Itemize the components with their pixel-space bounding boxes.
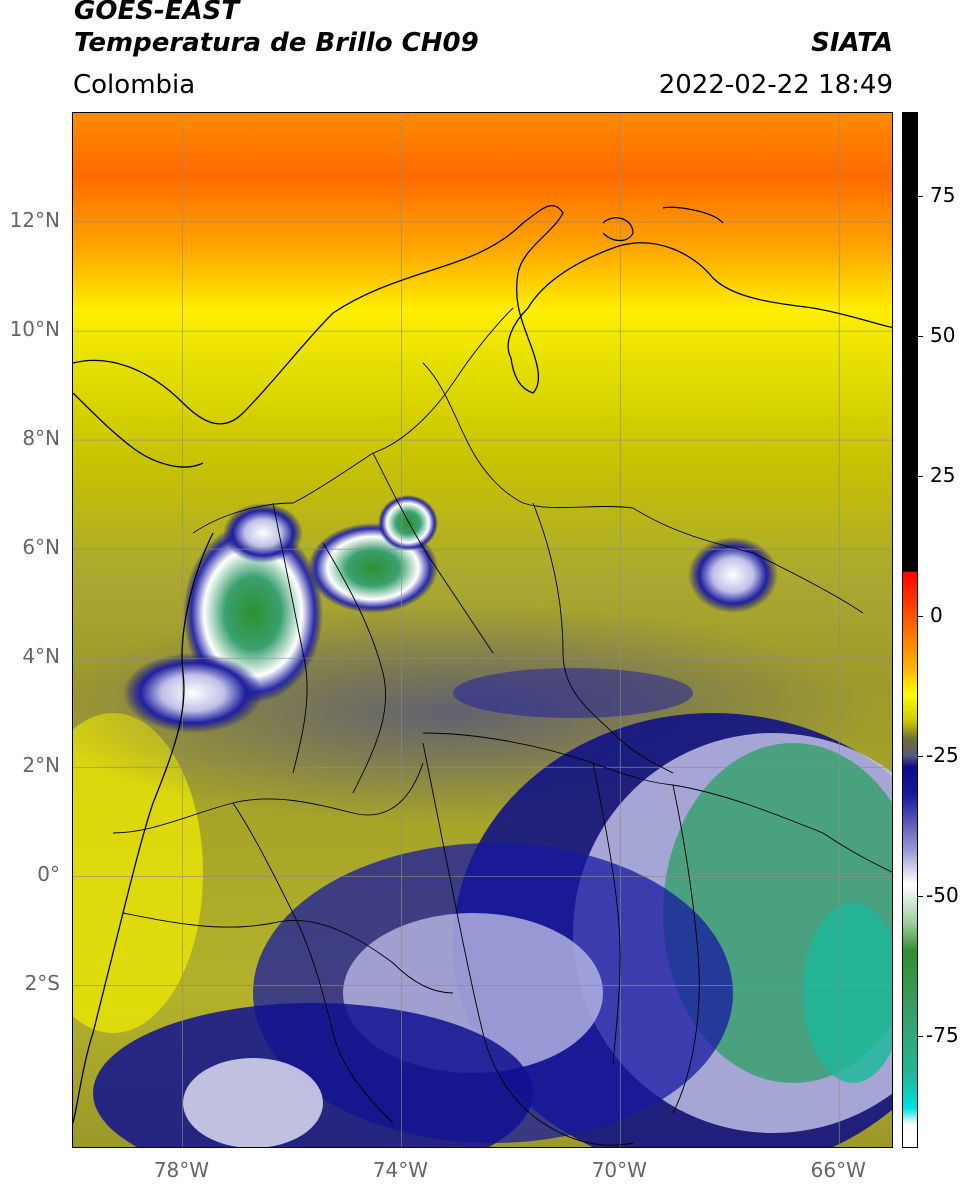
longitude-tick-label: 66°W — [810, 1158, 866, 1182]
colorbar-tick-mark — [918, 476, 923, 477]
colorbar-tick-mark — [918, 196, 923, 197]
latitude-tick-label: 10°N — [9, 317, 60, 342]
latitude-tick-label: 12°N — [9, 208, 60, 233]
latitude-tick-label: 8°N — [22, 426, 60, 451]
convective-system-sw-core — [183, 1058, 323, 1147]
latitude-tick-label: 4°N — [22, 644, 60, 669]
country-borders — [112, 307, 892, 1146]
longitude-tick-label: 74°W — [372, 1158, 428, 1182]
product-title: Temperatura de Brillo CH09 — [74, 28, 479, 58]
latitude-tick-label: 2°S — [24, 971, 60, 996]
latitude-tick-label: 6°N — [22, 535, 60, 560]
colorbar — [902, 112, 918, 1148]
colorbar-tick-label: 0 — [930, 603, 943, 627]
colorbar-tick-mark — [918, 756, 923, 757]
organization-label: SIATA — [811, 28, 893, 58]
colorbar-tick-label: 50 — [930, 323, 956, 347]
satellite-title: GOES-EAST — [74, 0, 240, 26]
map-canvas — [73, 113, 892, 1147]
colorbar-tick-label: -50 — [926, 883, 959, 907]
colorbar-tick-mark — [918, 1036, 923, 1037]
colorbar-tick-mark — [918, 896, 923, 897]
colorbar-tick-mark — [918, 336, 923, 337]
region-label: Colombia — [73, 70, 196, 100]
longitude-tick-label: 70°W — [591, 1158, 647, 1182]
storm-cell-uraba — [223, 503, 303, 563]
brightness-temperature-map — [72, 112, 893, 1148]
colorbar-tick-label: -75 — [926, 1023, 959, 1047]
timestamp-label: 2022-02-22 18:49 — [658, 70, 893, 100]
coldest-cloud-top-se — [803, 903, 892, 1083]
latitude-tick-label: 2°N — [22, 753, 60, 778]
coastlines — [73, 204, 892, 1124]
colorbar-tick-label: 25 — [930, 463, 956, 487]
storm-cell-venezuela — [688, 537, 778, 613]
colorbar-tick-label: -25 — [926, 743, 959, 767]
storm-cell-pacific — [123, 653, 263, 733]
colorbar-tick-mark — [918, 616, 923, 617]
storm-cell-north — [378, 495, 438, 551]
colorbar-tick-label: 75 — [930, 183, 956, 207]
cloud-streak-llanos — [453, 668, 693, 718]
graticule — [73, 113, 892, 1147]
longitude-tick-label: 78°W — [153, 1158, 210, 1182]
latitude-tick-label: 0° — [37, 862, 60, 887]
